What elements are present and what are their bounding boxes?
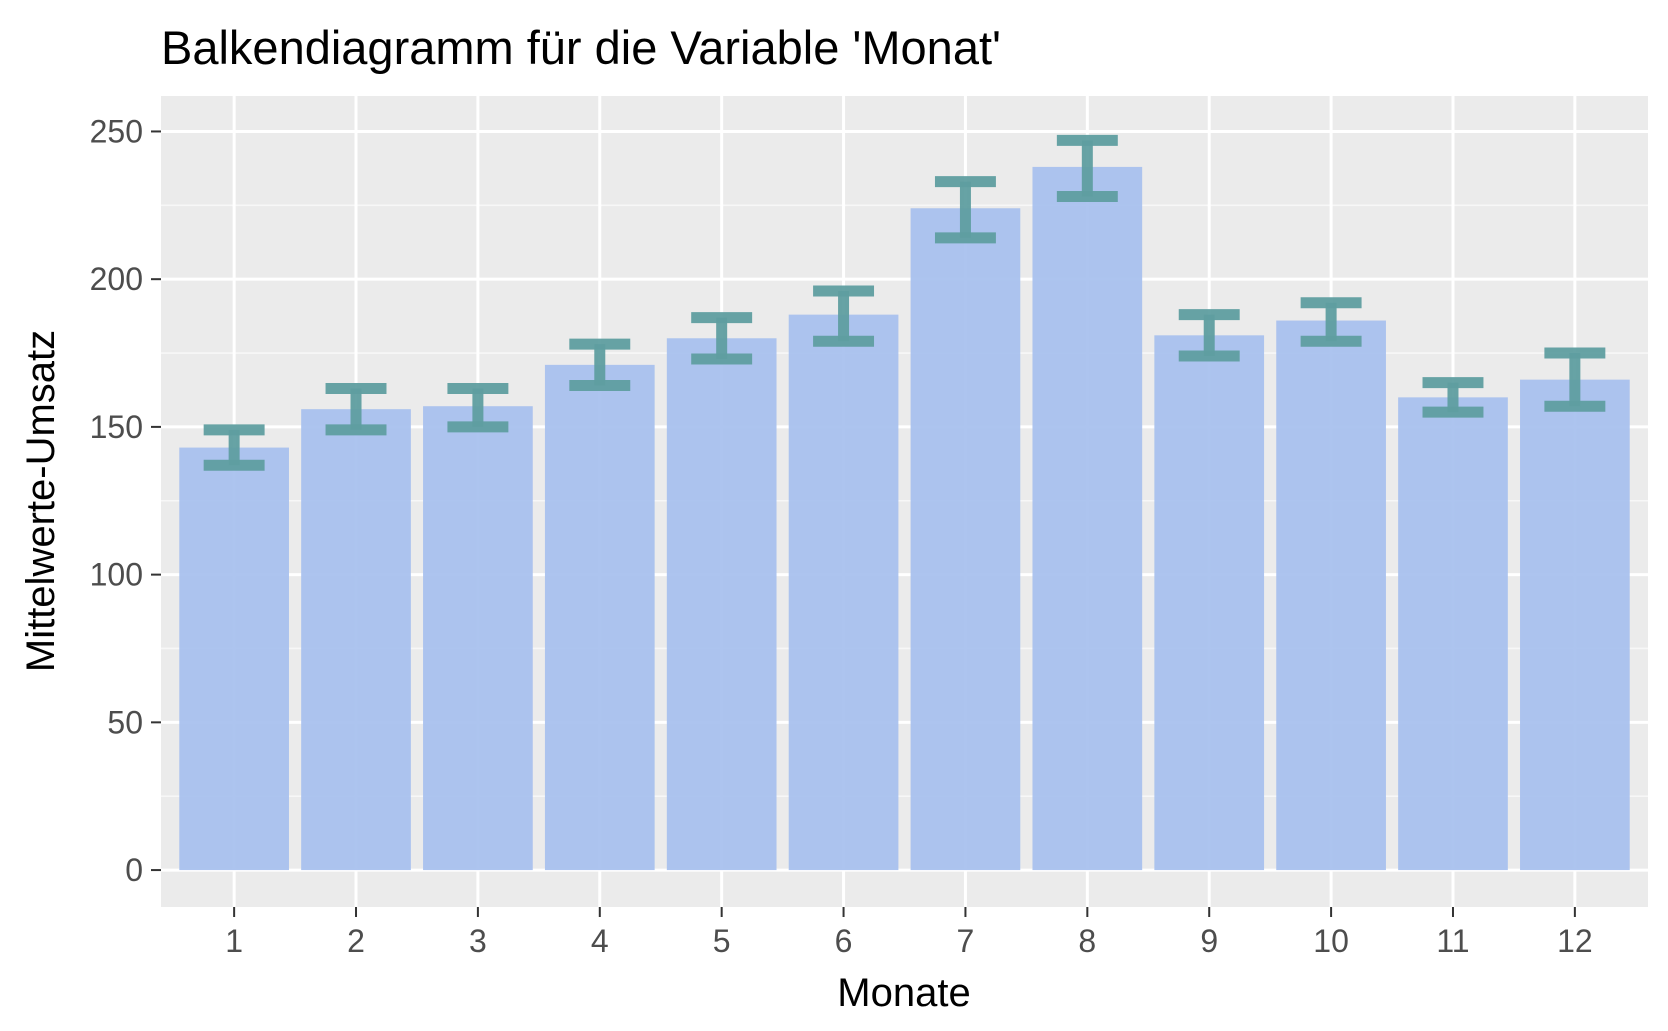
x-tick-label: 7 <box>957 923 975 959</box>
y-tick-label: 50 <box>107 704 143 740</box>
x-tick-label: 11 <box>1436 923 1469 959</box>
x-tick-label: 12 <box>1557 923 1593 959</box>
x-tick-label: 10 <box>1313 923 1349 959</box>
bars <box>179 166 1630 871</box>
error-bars <box>203 134 1606 471</box>
bar-month-1 <box>179 447 289 871</box>
errorbar-month-11 <box>1422 377 1484 418</box>
bar-month-2 <box>301 409 411 871</box>
bar-month-8 <box>1032 166 1143 871</box>
bar-month-10 <box>1276 320 1386 871</box>
x-tick-label: 2 <box>347 923 365 959</box>
errorbar-month-6 <box>813 285 875 347</box>
x-tick-label: 6 <box>835 923 853 959</box>
errorbar-month-9 <box>1178 309 1240 362</box>
errorbar-month-2 <box>325 382 387 436</box>
chart-title: Balkendiagramm für die Variable 'Monat' <box>161 21 1001 74</box>
bar-month-6 <box>788 314 899 871</box>
bar-month-11 <box>1398 397 1508 871</box>
errorbar-month-4 <box>569 338 631 392</box>
y-axis-title: Mittelwerte-Umsatz <box>19 330 63 672</box>
y-tick-label: 150 <box>90 409 143 445</box>
x-axis-title: Monate <box>837 971 970 1015</box>
errorbar-month-5 <box>691 312 753 365</box>
x-tick-label: 5 <box>713 923 731 959</box>
bar-month-7 <box>910 208 1021 871</box>
x-tick-label: 3 <box>469 923 487 959</box>
errorbar-month-7 <box>934 176 996 244</box>
x-tick-label: 1 <box>225 923 243 959</box>
y-tick-label: 0 <box>125 852 143 888</box>
y-axis: 0 50 100 150 200 250 <box>90 113 161 888</box>
x-tick-label: 4 <box>591 923 609 959</box>
bar-month-5 <box>666 338 777 871</box>
x-tick-label: 8 <box>1078 923 1096 959</box>
errorbar-month-3 <box>447 382 509 433</box>
x-tick-label: 9 <box>1200 923 1218 959</box>
errorbar-month-1 <box>203 424 265 471</box>
bar-month-3 <box>423 406 533 871</box>
x-axis: 1 2 3 4 5 6 7 8 9 10 11 12 <box>225 907 1593 959</box>
errorbar-month-10 <box>1300 297 1362 347</box>
errorbar-month-12 <box>1544 347 1606 412</box>
y-tick-label: 250 <box>90 113 143 149</box>
bar-month-12 <box>1520 379 1630 871</box>
bar-month-9 <box>1154 335 1265 871</box>
bar-month-4 <box>544 364 655 871</box>
y-tick-label: 200 <box>90 261 143 297</box>
errorbar-month-8 <box>1056 134 1118 202</box>
y-tick-label: 100 <box>90 557 143 593</box>
